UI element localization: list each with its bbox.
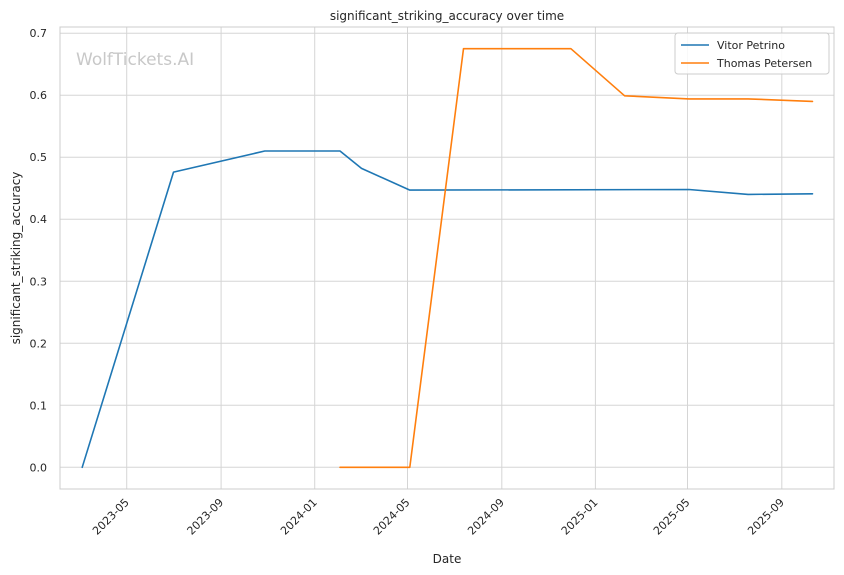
watermark: WolfTickets.AI [76,50,194,70]
y-tick-label: 0.1 [30,399,48,412]
y-axis-label: significant_striking_accuracy [9,172,23,345]
x-tick-label: 2025-09 [745,496,787,538]
x-tick-label: 2024-05 [371,496,413,538]
x-tick-label: 2023-05 [90,496,132,538]
y-tick-label: 0.4 [30,213,48,226]
x-tick-label: 2023-09 [185,496,227,538]
chart-title: significant_striking_accuracy over time [330,9,564,23]
legend-label-vitor-petrino: Vitor Petrino [717,39,785,52]
y-axis-ticks: 0.0 0.1 0.2 0.3 0.4 0.5 0.6 0.7 [30,27,48,474]
x-axis-ticks: 2023-05 2023-09 2024-01 2024-05 2024-09 2025-… [90,496,787,538]
series-layer [81,47,814,469]
series-line-thomas-petersen [339,47,814,469]
legend-box [674,32,830,75]
series-line-vitor-petrino [81,150,814,469]
legend-label-thomas-petersen: Thomas Petersen [716,57,812,70]
plot-frame [59,26,835,490]
x-tick-label: 2024-01 [278,496,320,538]
y-tick-label: 0.3 [30,275,48,288]
legend: Vitor Petrino Thomas Petersen [674,32,830,75]
y-tick-label: 0.7 [30,27,48,40]
x-axis-label: Date [433,552,462,566]
x-tick-label: 2025-05 [651,496,693,538]
x-tick-label: 2025-01 [559,496,601,538]
grid-lines [60,27,834,489]
y-tick-label: 0.2 [30,337,48,350]
y-tick-label: 0.6 [30,89,48,102]
y-tick-label: 0.0 [30,461,48,474]
plot-area [60,27,834,489]
x-tick-label: 2024-09 [465,496,507,538]
y-tick-label: 0.5 [30,151,48,164]
